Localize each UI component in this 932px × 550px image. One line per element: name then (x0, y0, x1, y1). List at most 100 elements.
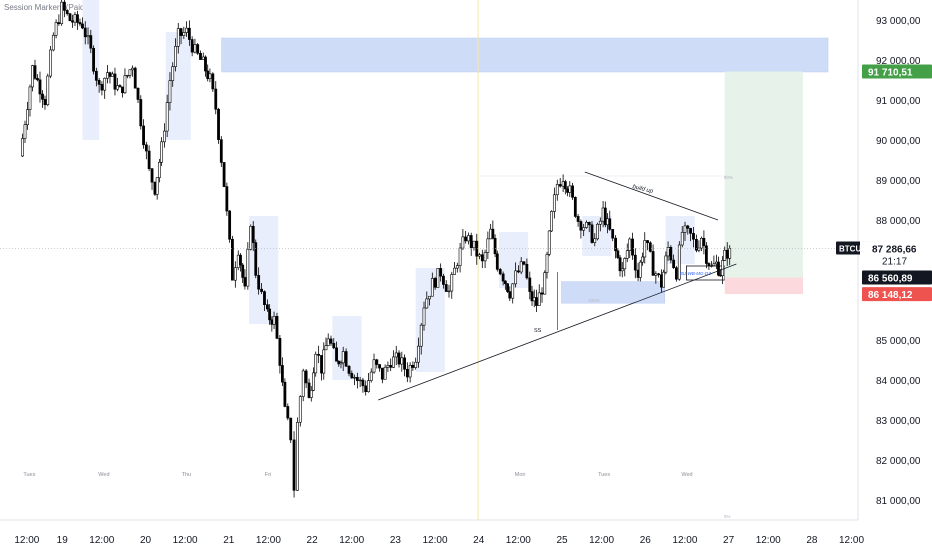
candle (339, 362, 343, 365)
candle (628, 238, 632, 251)
candle (51, 34, 55, 51)
candle (439, 268, 443, 277)
candle (664, 255, 668, 273)
candle (174, 45, 177, 67)
current-price-label: 87 286,66 (872, 245, 917, 256)
x-tick-label: 12:00 (173, 535, 198, 546)
candle (193, 44, 197, 53)
candle (593, 238, 597, 243)
indicator-label: Session Markers (Paid) (4, 3, 88, 12)
x-tick-label: 24 (473, 535, 485, 546)
candle (442, 275, 445, 285)
candle (71, 20, 74, 23)
candle (298, 396, 302, 423)
candle (165, 102, 169, 132)
candle (419, 324, 423, 347)
x-tick-label: 12:00 (89, 535, 114, 546)
candle (573, 197, 577, 217)
candle (660, 274, 663, 288)
candle (641, 256, 644, 263)
candle (561, 181, 565, 187)
candle (631, 238, 634, 256)
day-label: Wed (98, 472, 109, 478)
candle (392, 356, 395, 368)
candle (38, 79, 42, 95)
candle (243, 277, 247, 287)
day-label: Fri (265, 472, 271, 478)
candle (103, 77, 107, 91)
candle (651, 251, 655, 276)
candle (608, 218, 612, 230)
candle (73, 14, 77, 23)
candle (503, 280, 507, 285)
candle (204, 56, 207, 72)
candle (717, 261, 720, 276)
candle (324, 345, 328, 351)
day-label: Mon (515, 472, 526, 478)
candle (540, 292, 544, 295)
candle (552, 194, 556, 212)
candle (304, 370, 308, 384)
candle (692, 233, 695, 240)
candle (190, 39, 194, 53)
candle (65, 10, 69, 14)
candle (36, 78, 39, 81)
candle (171, 66, 175, 81)
candle (217, 108, 220, 140)
candle (41, 93, 44, 100)
candle (433, 278, 437, 288)
candle (677, 244, 681, 280)
candle (638, 261, 642, 278)
candle (453, 267, 456, 275)
candle (100, 84, 104, 91)
candle (60, 1, 64, 25)
candle (378, 364, 381, 369)
candle (266, 304, 269, 310)
candle (498, 269, 502, 275)
y-tick-label: 84 000,00 (876, 376, 921, 387)
candle (46, 75, 50, 106)
candle (579, 221, 583, 231)
candle (447, 290, 451, 293)
candle (417, 345, 420, 363)
candle (196, 44, 200, 54)
candle (222, 162, 226, 187)
candle (241, 264, 245, 278)
x-tick-label: 21 (223, 535, 235, 546)
candle (97, 80, 101, 85)
candle (550, 211, 553, 232)
candle (28, 86, 32, 110)
candle (322, 349, 326, 374)
candle (480, 254, 484, 262)
candle (292, 439, 296, 491)
y-tick-label: 83 000,00 (876, 416, 921, 427)
candle (312, 372, 315, 391)
candle (358, 379, 362, 382)
build-up-label: build up (632, 184, 654, 195)
x-tick-label: 25 (556, 535, 568, 546)
candle (430, 278, 434, 297)
candle (508, 291, 512, 299)
candle (469, 235, 473, 249)
countdown-label: 21:17 (882, 257, 907, 268)
candle (491, 228, 495, 239)
candle (33, 65, 37, 79)
fib-label-100: 100% (588, 298, 600, 303)
candle (54, 22, 58, 36)
entry-price-badge: 86 560,89 (868, 274, 913, 285)
x-tick-label: 26 (640, 535, 652, 546)
candle (590, 224, 594, 243)
candle (372, 359, 376, 373)
y-tick-label: 91 000,00 (876, 96, 921, 107)
candle (380, 367, 384, 380)
candle (517, 270, 520, 273)
candle (625, 250, 629, 259)
candle (301, 370, 305, 397)
candle (139, 99, 143, 127)
candle (555, 184, 559, 196)
x-tick-label: 28 (806, 535, 818, 546)
x-tick-label: 23 (390, 535, 402, 546)
candle (307, 382, 311, 398)
candle (332, 343, 336, 349)
